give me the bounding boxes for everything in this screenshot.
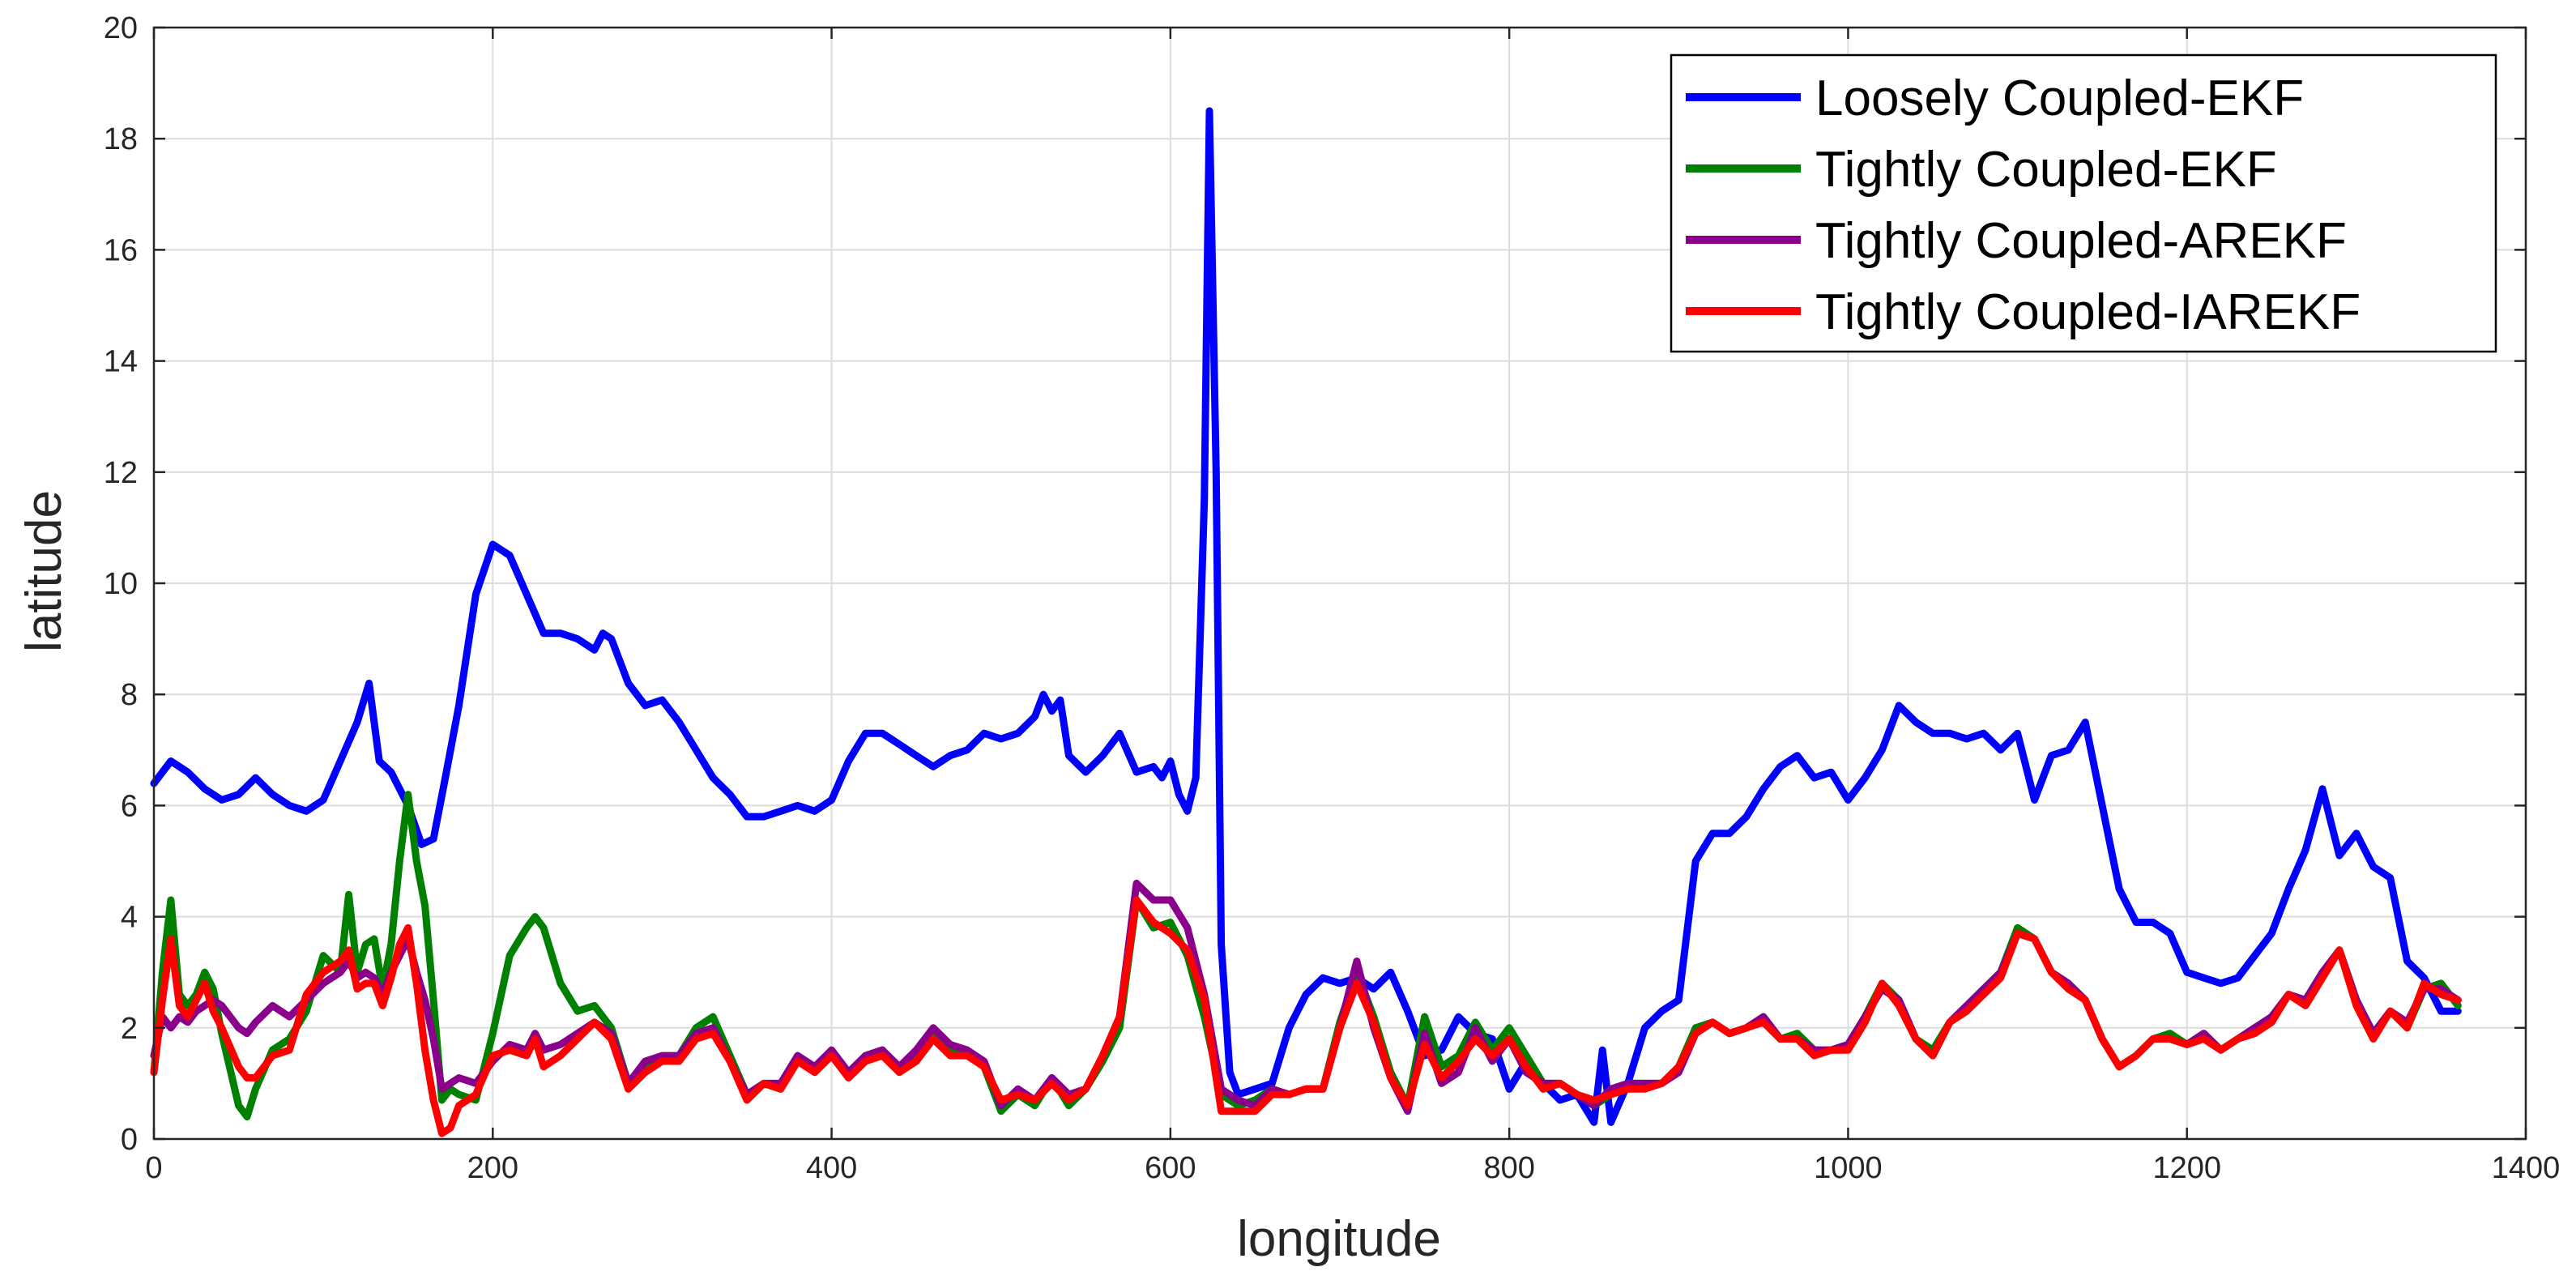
- legend-label-tightly-coupled-ekf: Tightly Coupled-EKF: [1815, 142, 2277, 198]
- y-tick-label: 2: [121, 1012, 138, 1046]
- y-axis-title: latitude: [16, 490, 72, 652]
- x-tick-label: 200: [467, 1151, 518, 1185]
- y-tick-label: 20: [104, 11, 138, 45]
- legend: Loosely Coupled-EKF Tightly Coupled-EKF Ti…: [1670, 53, 2497, 353]
- legend-label-tightly-coupled-iarekf: Tightly Coupled-IAREKF: [1815, 284, 2361, 340]
- axes: [152, 26, 2527, 1141]
- x-tick-label: 1000: [1814, 1151, 1883, 1185]
- series-lines: [150, 107, 2462, 1137]
- x-axis-title: longitude: [1237, 1211, 1441, 1267]
- x-tick-label: 800: [1483, 1151, 1534, 1185]
- y-tick-label: 16: [104, 233, 138, 267]
- x-tick-label: 600: [1145, 1151, 1196, 1185]
- x-tick-label: 400: [806, 1151, 857, 1185]
- y-tick-label: 4: [121, 901, 138, 935]
- y-tick-label: 10: [104, 567, 138, 601]
- y-tick-label: 0: [121, 1123, 138, 1157]
- x-tick-label: 1200: [2152, 1151, 2221, 1185]
- y-tick-label: 6: [121, 789, 138, 823]
- y-tick-label: 14: [104, 345, 138, 379]
- y-tick-label: 12: [104, 456, 138, 490]
- legend-box: [1670, 53, 2497, 353]
- legend-label-tightly-coupled-arekf: Tightly Coupled-AREKF: [1815, 213, 2347, 269]
- y-tick-label: 8: [121, 678, 138, 712]
- x-tick-label: 1400: [2492, 1151, 2561, 1185]
- series-line-tightly-coupled-iarekf: [150, 896, 2462, 1137]
- x-tick-label: 0: [145, 1151, 162, 1185]
- legend-label-loosely-coupled-ekf: Loosely Coupled-EKF: [1815, 70, 2304, 126]
- y-tick-label: 18: [104, 122, 138, 156]
- series-line-loosely-coupled-ekf: [150, 107, 2462, 1126]
- tick-labels: 0 200 400 600 800 1000 1200 1400 0 2 4 6 8 10 12 14 16 18…: [104, 11, 2561, 1185]
